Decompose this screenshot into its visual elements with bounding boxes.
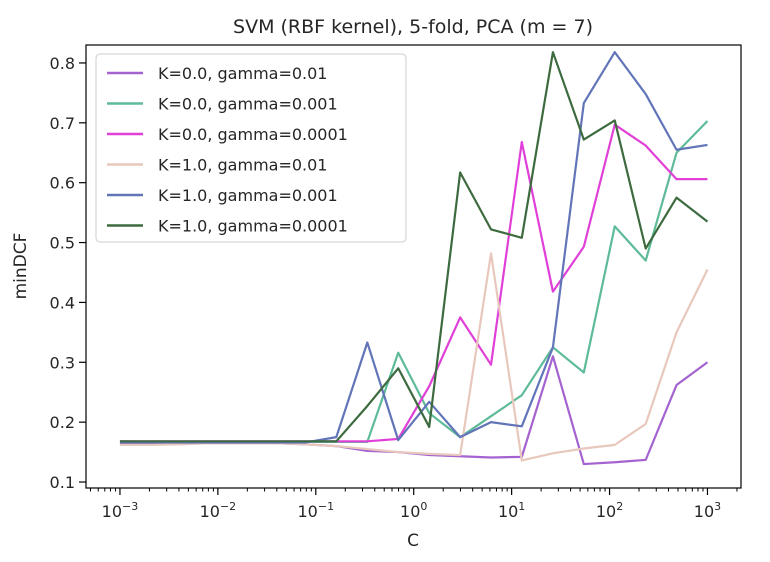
y-tick-label: 0.4 [50, 293, 75, 312]
legend-label-3: K=0.0, gamma=0.0001 [158, 125, 348, 144]
legend-label-2: K=0.0, gamma=0.001 [158, 95, 338, 114]
legend-label-1: K=0.0, gamma=0.01 [158, 64, 327, 83]
legend-box [95, 53, 407, 243]
series-line-6 [119, 51, 709, 443]
chart-title: SVM (RBF kernel), 5-fold, PCA (m = 7) [233, 16, 593, 38]
x-tick-label: 101 [498, 500, 525, 521]
y-tick-label: 0.6 [50, 174, 75, 193]
x-tick-label: 10−1 [298, 500, 335, 521]
y-tick-label: 0.1 [50, 473, 75, 492]
x-tick-label: 100 [400, 500, 427, 521]
legend-label-6: K=1.0, gamma=0.0001 [158, 217, 348, 236]
legend: K=0.0, gamma=0.01 K=0.0, gamma=0.001 K=0.0… [95, 53, 407, 243]
y-tick-label: 0.7 [50, 114, 75, 133]
x-axis-ticks: 10−3 10−2 10−1 100 101 102 103 [89, 488, 738, 521]
y-tick-label: 0.2 [50, 413, 75, 432]
plot-series-group [119, 51, 709, 466]
y-axis-title: minDCF [11, 233, 31, 300]
y-tick-label: 0.8 [50, 54, 75, 73]
x-axis-title: C [407, 531, 419, 551]
y-tick-label: 0.3 [50, 353, 75, 372]
y-tick-label: 0.5 [50, 234, 75, 253]
x-tick-label: 103 [694, 500, 721, 521]
legend-entries: K=0.0, gamma=0.01 K=0.0, gamma=0.001 K=0.0… [107, 64, 348, 236]
x-tick-label: 10−3 [102, 500, 139, 521]
x-tick-label: 10−2 [200, 500, 237, 521]
legend-label-4: K=1.0, gamma=0.01 [158, 156, 327, 175]
series-line-5 [119, 51, 708, 444]
legend-label-5: K=1.0, gamma=0.001 [158, 186, 338, 205]
x-tick-label: 102 [596, 500, 623, 521]
y-axis-ticks: 0.1 0.2 0.3 0.4 0.5 0.6 0.7 0.8 [50, 54, 86, 492]
